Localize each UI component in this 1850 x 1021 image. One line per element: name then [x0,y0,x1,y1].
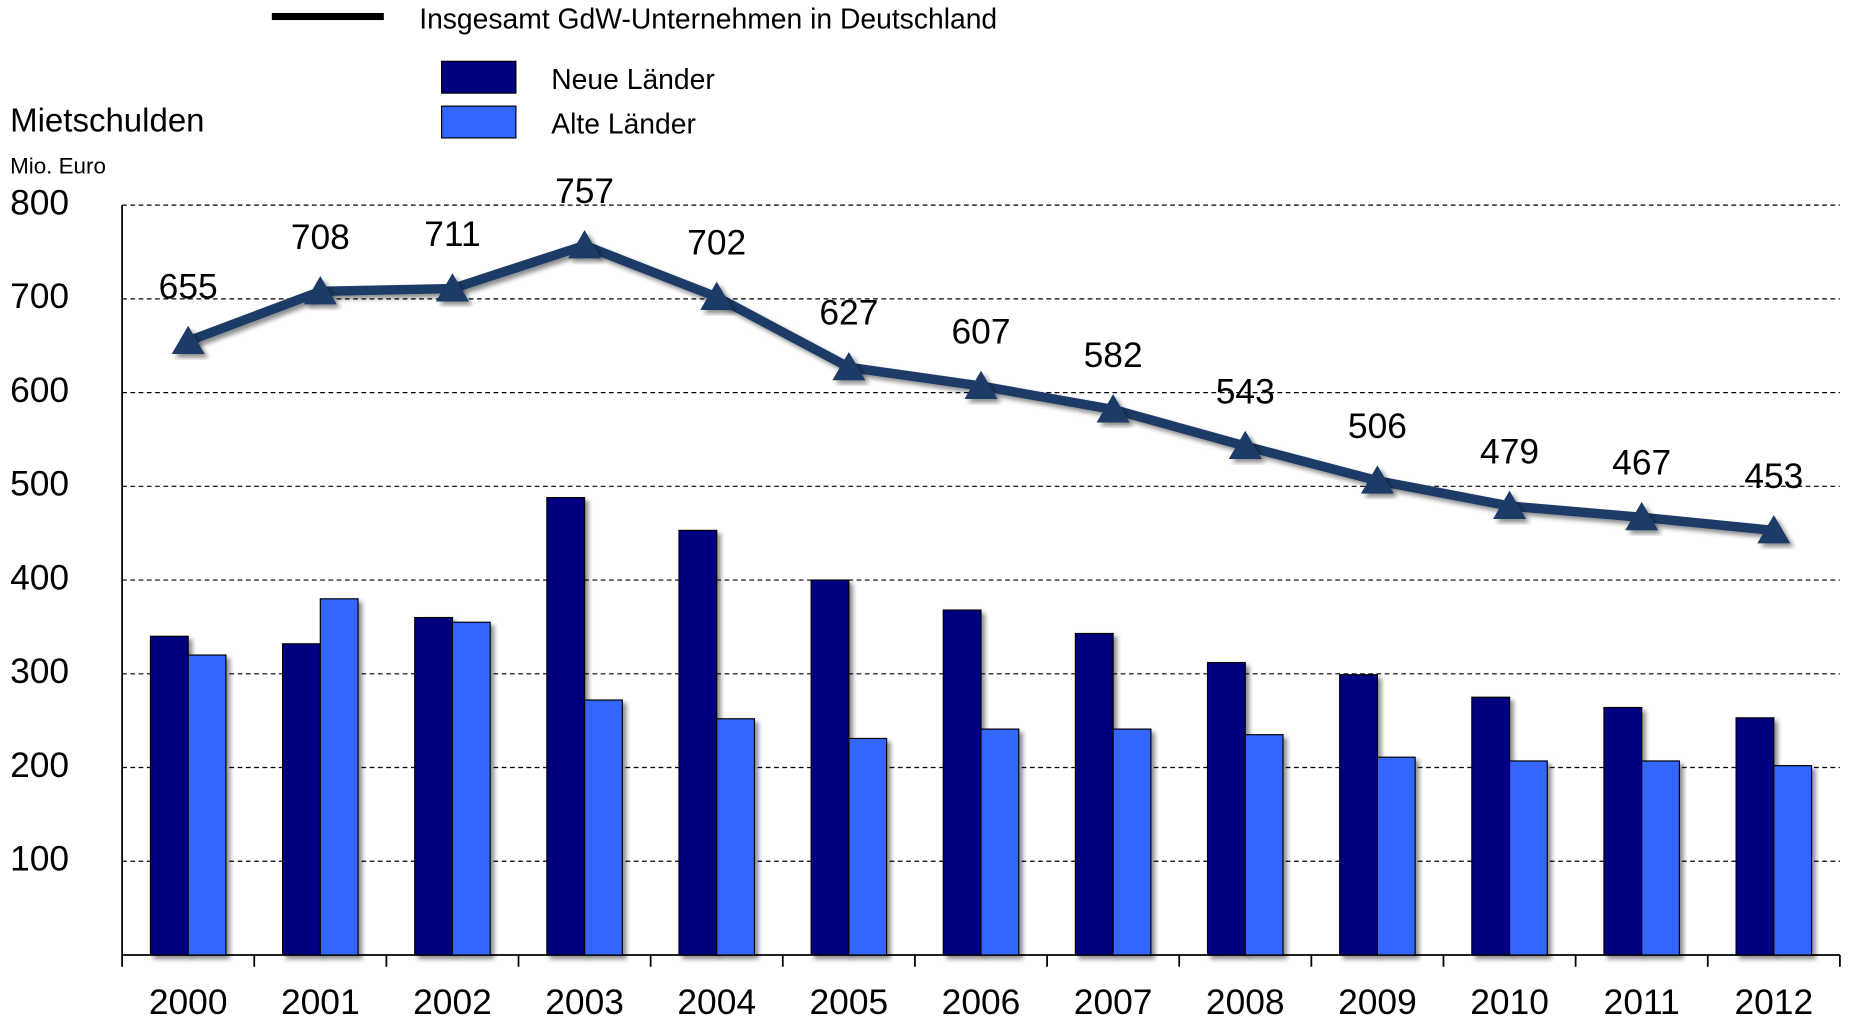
legend-label: Alte Länder [551,108,696,140]
marker [1757,515,1791,544]
bar [810,579,850,956]
bar [319,598,359,956]
bar [584,699,623,956]
legend-label: Neue Länder [551,63,715,95]
marker [1096,394,1130,423]
x-tick-label: 2000 [149,983,228,1021]
bar [980,728,1020,956]
marker [832,351,866,381]
x-tick-label: 2010 [1470,983,1549,1021]
data-label: 453 [1744,457,1803,496]
bar [451,621,491,956]
data-label: 479 [1480,432,1539,471]
data-label: 506 [1348,407,1407,446]
data-label: 543 [1216,372,1275,411]
data-label: 582 [1084,336,1143,375]
bar [187,654,227,956]
y-tick-label: 800 [10,183,69,222]
y-tick-label: 600 [10,371,69,410]
bar [1773,765,1813,956]
bar [942,609,982,956]
legend-swatch [441,60,517,94]
bar [1471,696,1511,956]
y-tick-label: 200 [10,746,69,785]
bar [282,643,321,956]
y-axis-unit: Mio. Euro [10,153,106,178]
marker [1493,490,1527,519]
y-tick-label: 400 [10,558,69,597]
y-axis-title: Mietschulden [10,101,204,138]
x-tick-label: 2012 [1734,983,1813,1021]
bar [678,529,718,956]
marker [1625,501,1659,531]
data-label: 467 [1612,444,1671,483]
y-tick-label: 700 [10,277,69,316]
x-tick-label: 2007 [1074,983,1153,1021]
legend-swatch [441,105,517,139]
bar [1641,760,1681,956]
x-tick-label: 2005 [810,983,889,1021]
marker [171,325,205,355]
x-tick-label: 2003 [545,983,624,1021]
bar [1603,706,1643,956]
x-tick-label: 2011 [1604,983,1680,1021]
legend-swatch [271,12,384,21]
data-label: 655 [159,268,218,307]
marker [964,370,998,400]
legend: Insgesamt GdW-Unternehmen in Deutschland… [271,3,997,140]
marker [1360,465,1394,494]
legend-label: Insgesamt GdW-Unternehmen in Deutschland [419,3,997,35]
y-tick-label: 100 [10,840,69,879]
y-tick-label: 300 [10,652,69,691]
data-label: 708 [291,218,350,257]
data-label: 702 [687,223,746,262]
y-tick-label: 500 [10,465,69,504]
x-tick-label: 2008 [1206,983,1285,1021]
x-tick-label: 2002 [413,983,492,1021]
x-tick-label: 2001 [281,983,360,1021]
x-tick-label: 2009 [1338,983,1417,1021]
data-label: 757 [555,172,614,211]
bar [414,616,454,956]
data-label: 711 [424,215,480,254]
bar [1508,760,1548,956]
bar [1074,632,1114,956]
bar [1735,717,1775,956]
bar [848,737,888,956]
marker [435,273,469,302]
marker [303,276,337,305]
x-tick-label: 2006 [942,983,1021,1021]
bar [546,496,586,956]
bar [1112,728,1152,956]
marker [700,281,734,310]
x-tick-label: 2004 [677,983,756,1021]
data-label: 627 [819,294,878,333]
bar [1206,661,1246,956]
bar [1244,734,1284,956]
marker [568,230,602,259]
bar [149,635,189,956]
bar [716,718,756,956]
bar [1376,756,1416,956]
bar [1339,674,1379,956]
marker [1228,430,1262,459]
data-label: 607 [952,313,1011,352]
